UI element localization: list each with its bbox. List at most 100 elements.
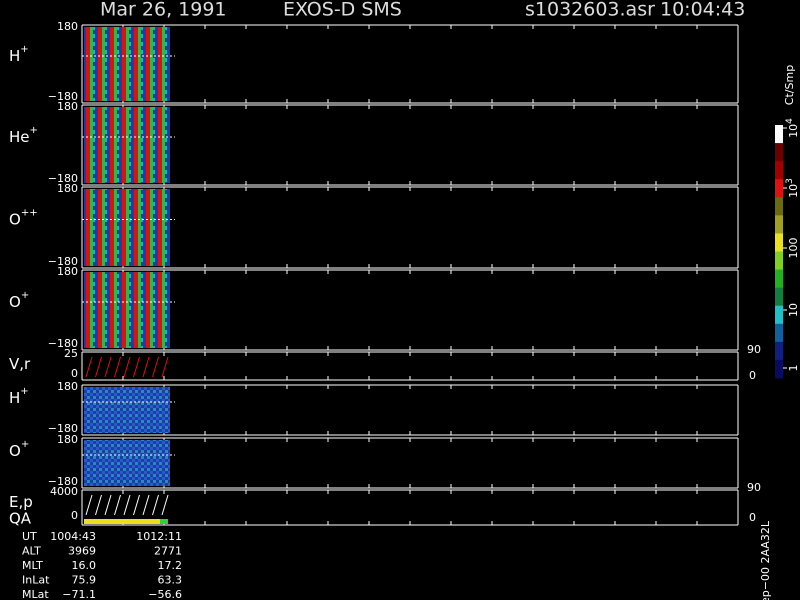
footer-key: UT <box>22 530 37 543</box>
footer-key: MLT <box>22 559 43 572</box>
footer-key: InLat <box>22 574 50 587</box>
right-max-label: 90 <box>747 481 761 494</box>
panel-name: H <box>9 47 20 65</box>
panel-label: He+ <box>9 125 38 146</box>
tick-exp: 4 <box>785 118 795 124</box>
panel-label: E,p <box>9 493 33 511</box>
y-min-label: −180 <box>48 337 78 350</box>
right-max-label: 90 <box>747 343 761 356</box>
colorbar-unit: Ct/Smp <box>783 65 796 105</box>
y-min-label: 0 <box>71 509 78 522</box>
y-max-label: 180 <box>57 265 78 278</box>
footer-key: MLat <box>22 588 49 600</box>
qa-bar <box>84 519 160 524</box>
tick-base: 10 <box>787 124 800 138</box>
colorbar-band <box>775 251 783 271</box>
spectrogram <box>84 272 170 348</box>
panels: 180−180H+180−180He+180−180O++180−180O+25… <box>9 20 761 528</box>
footer: UT 1004:43 1012:11 ALT 3969 2771 MLT 16.0 17.2 In… <box>22 530 182 600</box>
footer-value: 16.0 <box>72 559 97 572</box>
colorbar-band <box>775 287 783 307</box>
y-max-label: 180 <box>57 100 78 113</box>
file: s1032603.asr <box>525 0 655 21</box>
colorbar-band <box>775 125 783 144</box>
panel-label: O+ <box>9 439 29 460</box>
colorbar-band <box>775 179 783 198</box>
side-label: Sep−00 2AA32L <box>759 520 772 600</box>
colorbar-label: 104 <box>785 118 800 138</box>
spectrogram <box>84 440 170 486</box>
tick-base: 1 <box>787 365 800 372</box>
panel-name: O <box>9 293 21 311</box>
trace <box>104 356 112 378</box>
y-max-label: 180 <box>57 380 78 393</box>
right-min-label: 0 <box>749 369 756 382</box>
panel-name: E,p <box>9 493 33 511</box>
trace <box>133 494 140 516</box>
spectrogram <box>84 189 170 266</box>
colorbar-band <box>775 305 783 325</box>
panel-label: O+ <box>9 290 29 311</box>
qa-bar <box>160 519 168 524</box>
colorbar-band <box>775 269 783 289</box>
footer-value: 75.9 <box>72 574 97 587</box>
colorbar-band <box>775 215 783 234</box>
footer-value: 63.3 <box>158 574 183 587</box>
panel-charge: ++ <box>21 208 38 219</box>
trace <box>152 494 159 516</box>
panel-charge: + <box>20 44 28 55</box>
panel-label: H+ <box>9 44 29 65</box>
trace <box>95 494 102 516</box>
colorbar-band <box>775 161 783 180</box>
panel-name: O <box>9 442 21 460</box>
footer-value: −56.6 <box>148 588 182 600</box>
colorbar-band <box>775 233 783 252</box>
trace <box>123 356 131 378</box>
instrument: EXOS-D SMS <box>283 0 402 21</box>
time: 10:04:43 <box>660 0 745 21</box>
tick-exp: 3 <box>785 178 795 184</box>
footer-value: 17.2 <box>158 559 183 572</box>
panel-charge: + <box>30 125 38 136</box>
colorbar-band <box>775 359 783 379</box>
trace <box>85 356 93 378</box>
panel-label: O++ <box>9 208 38 229</box>
colorbar-label: 10 <box>787 303 800 317</box>
tick-base: 10 <box>787 303 800 317</box>
footer-value: 3969 <box>68 545 96 558</box>
trace <box>142 356 150 378</box>
y-min-label: −180 <box>48 475 78 488</box>
y-min-label: −180 <box>48 172 78 185</box>
colorbar-label: 103 <box>785 178 800 198</box>
footer-value: −71.1 <box>62 588 96 600</box>
colorbar-band <box>775 323 783 343</box>
trace <box>104 494 112 516</box>
y-max-label: 4000 <box>50 485 78 498</box>
qa-label: QA <box>9 510 32 528</box>
trace <box>123 494 131 516</box>
panel-label: V,r <box>9 355 31 373</box>
y-max-label: 180 <box>57 20 78 33</box>
panel-label: H+ <box>9 386 29 407</box>
trace <box>161 356 169 378</box>
footer-value: 2771 <box>154 545 182 558</box>
spectrogram <box>84 27 170 101</box>
trace <box>161 494 169 516</box>
trace <box>133 356 140 378</box>
colorbar-label: 100 <box>787 238 800 259</box>
trace <box>114 356 121 378</box>
panel-charge: + <box>21 439 29 450</box>
footer-value: 1012:11 <box>136 530 182 543</box>
spectrogram <box>84 107 170 183</box>
y-min-label: −180 <box>48 255 78 268</box>
y-max-label: 25 <box>64 347 78 360</box>
y-min-label: −180 <box>48 422 78 435</box>
trace <box>85 494 93 516</box>
right-min-label: 0 <box>749 511 756 524</box>
panel-name: V,r <box>9 355 31 373</box>
trace <box>114 494 121 516</box>
y-min-label: −180 <box>48 90 78 103</box>
